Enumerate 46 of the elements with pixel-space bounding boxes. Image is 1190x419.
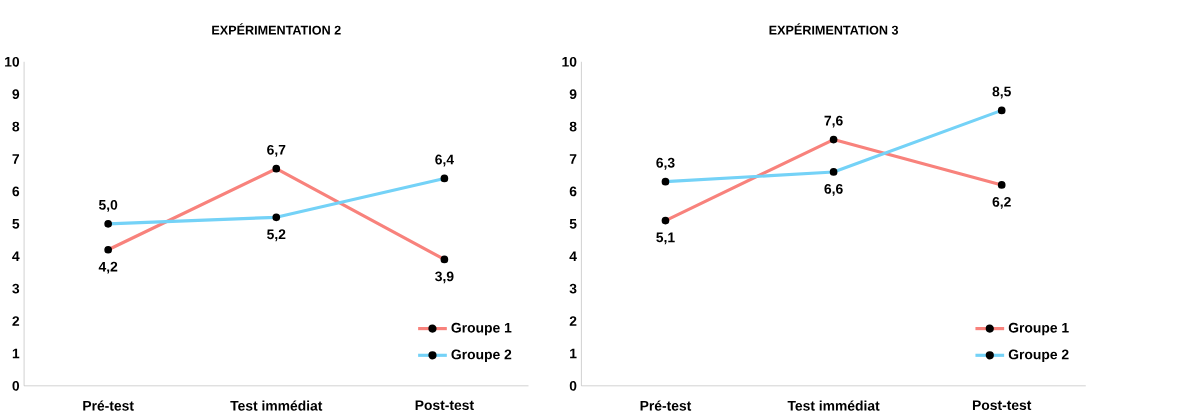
y-tick-label: 6 (569, 186, 577, 197)
data-label: 5,1 (656, 232, 675, 245)
y-tick-label: 2 (569, 316, 577, 327)
data-label: 7,6 (824, 115, 843, 128)
chart-title: EXPÉRIMENTATION 2 (212, 23, 341, 35)
x-tick-label: Post-test (972, 400, 1032, 411)
y-tick-label: 10 (562, 57, 577, 67)
data-label: 5,2 (267, 229, 286, 242)
data-label: 4,2 (98, 261, 118, 274)
data-label: 3,9 (435, 271, 454, 284)
y-tick-label: 0 (569, 381, 577, 391)
y-tick-label: 10 (5, 57, 20, 67)
x-tick-label: Pré-test (83, 400, 134, 411)
data-label: 6,6 (824, 184, 843, 196)
legend-label: Groupe 2 (451, 349, 512, 363)
data-label: 5,0 (98, 200, 118, 212)
y-tick-label: 5 (12, 219, 20, 229)
y-tick-label: 7 (12, 154, 20, 164)
legend-label: Groupe 1 (1008, 323, 1069, 336)
chart-title: EXPÉRIMENTATION 3 (769, 23, 899, 35)
y-tick-label: 0 (12, 381, 20, 391)
y-tick-label: 3 (569, 283, 577, 294)
y-tick-label: 1 (570, 348, 577, 359)
legend-label: Groupe 1 (451, 323, 512, 336)
data-label: 6,3 (656, 158, 675, 170)
legend-label: Groupe 2 (1008, 349, 1069, 363)
y-tick-label: 9 (569, 89, 577, 100)
x-tick-label: Post-test (415, 400, 474, 411)
y-tick-label: 4 (569, 251, 577, 262)
y-tick-label: 2 (12, 316, 20, 327)
data-label: 6,7 (267, 145, 286, 157)
x-tick-label: Pré-test (640, 400, 692, 411)
y-tick-label: 6 (12, 186, 20, 197)
y-tick-label: 3 (12, 283, 20, 294)
data-label: 6,4 (435, 154, 454, 167)
y-tick-label: 8 (12, 121, 20, 132)
x-tick-label: Test immédiat (230, 400, 323, 411)
y-tick-label: 5 (569, 219, 577, 229)
data-label: 6,2 (992, 197, 1011, 209)
y-tick-label: 7 (569, 154, 577, 164)
y-tick-label: 9 (12, 89, 20, 100)
y-tick-label: 4 (12, 251, 20, 262)
data-label: 8,5 (992, 86, 1011, 99)
x-tick-label: Test immédiat (787, 400, 880, 411)
y-tick-label: 1 (12, 348, 20, 359)
y-tick-label: 8 (569, 121, 577, 132)
